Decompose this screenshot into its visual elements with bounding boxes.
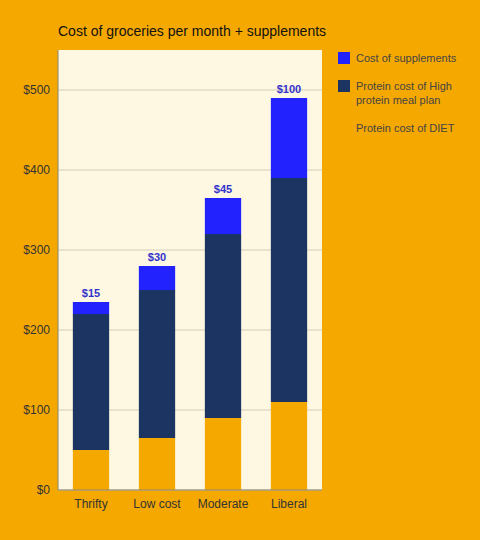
y-tick-label: $0 — [37, 483, 51, 497]
legend-label: Protein cost of DIET — [356, 122, 455, 134]
chart-title: Cost of groceries per month + supplement… — [58, 23, 326, 39]
y-tick-label: $500 — [23, 83, 50, 97]
legend-swatch — [338, 80, 350, 92]
plot-background — [58, 50, 322, 490]
y-tick-label: $200 — [23, 323, 50, 337]
y-tick-label: $300 — [23, 243, 50, 257]
bar-segment — [139, 438, 175, 490]
legend-label-line: Cost of supplements — [356, 52, 457, 64]
bar-segment — [73, 302, 109, 314]
legend-label: Cost of supplements — [356, 52, 457, 64]
bar-segment — [139, 290, 175, 438]
page-background — [0, 0, 480, 540]
x-tick-label: Liberal — [271, 497, 307, 511]
y-axis-line — [58, 50, 59, 490]
bar-segment — [205, 234, 241, 418]
grid-line — [58, 490, 322, 491]
bar-segment — [73, 314, 109, 450]
bar-segment — [73, 450, 109, 490]
chart-svg: Cost of groceries per month + supplement… — [0, 0, 480, 540]
bar-segment — [271, 98, 307, 178]
legend-label-line: Protein cost of High — [356, 80, 452, 92]
bar-segment — [139, 266, 175, 290]
bar-segment — [271, 402, 307, 490]
bar-segment — [205, 198, 241, 234]
legend-swatch — [338, 122, 350, 134]
x-axis-line — [58, 490, 322, 491]
bar-segment — [205, 418, 241, 490]
data-label: $15 — [82, 287, 100, 299]
legend-label: Protein cost of High protein meal plan — [356, 80, 452, 106]
legend-swatch — [338, 52, 350, 64]
x-tick-label: Low cost — [133, 497, 181, 511]
data-label: $45 — [214, 183, 232, 195]
legend: Cost of supplements Protein cost of High p… — [338, 52, 457, 134]
y-tick-label: $400 — [23, 163, 50, 177]
x-tick-label: Thrifty — [74, 497, 107, 511]
chart-container: Cost of groceries per month + supplement… — [0, 0, 480, 540]
bars — [73, 98, 307, 490]
data-label: $30 — [148, 251, 166, 263]
legend-label-line: Protein cost of DIET — [356, 122, 455, 134]
bar-segment — [271, 178, 307, 402]
x-tick-label: Moderate — [198, 497, 249, 511]
data-label: $100 — [277, 83, 301, 95]
legend-label-line: protein meal plan — [356, 94, 440, 106]
y-tick-label: $100 — [23, 403, 50, 417]
